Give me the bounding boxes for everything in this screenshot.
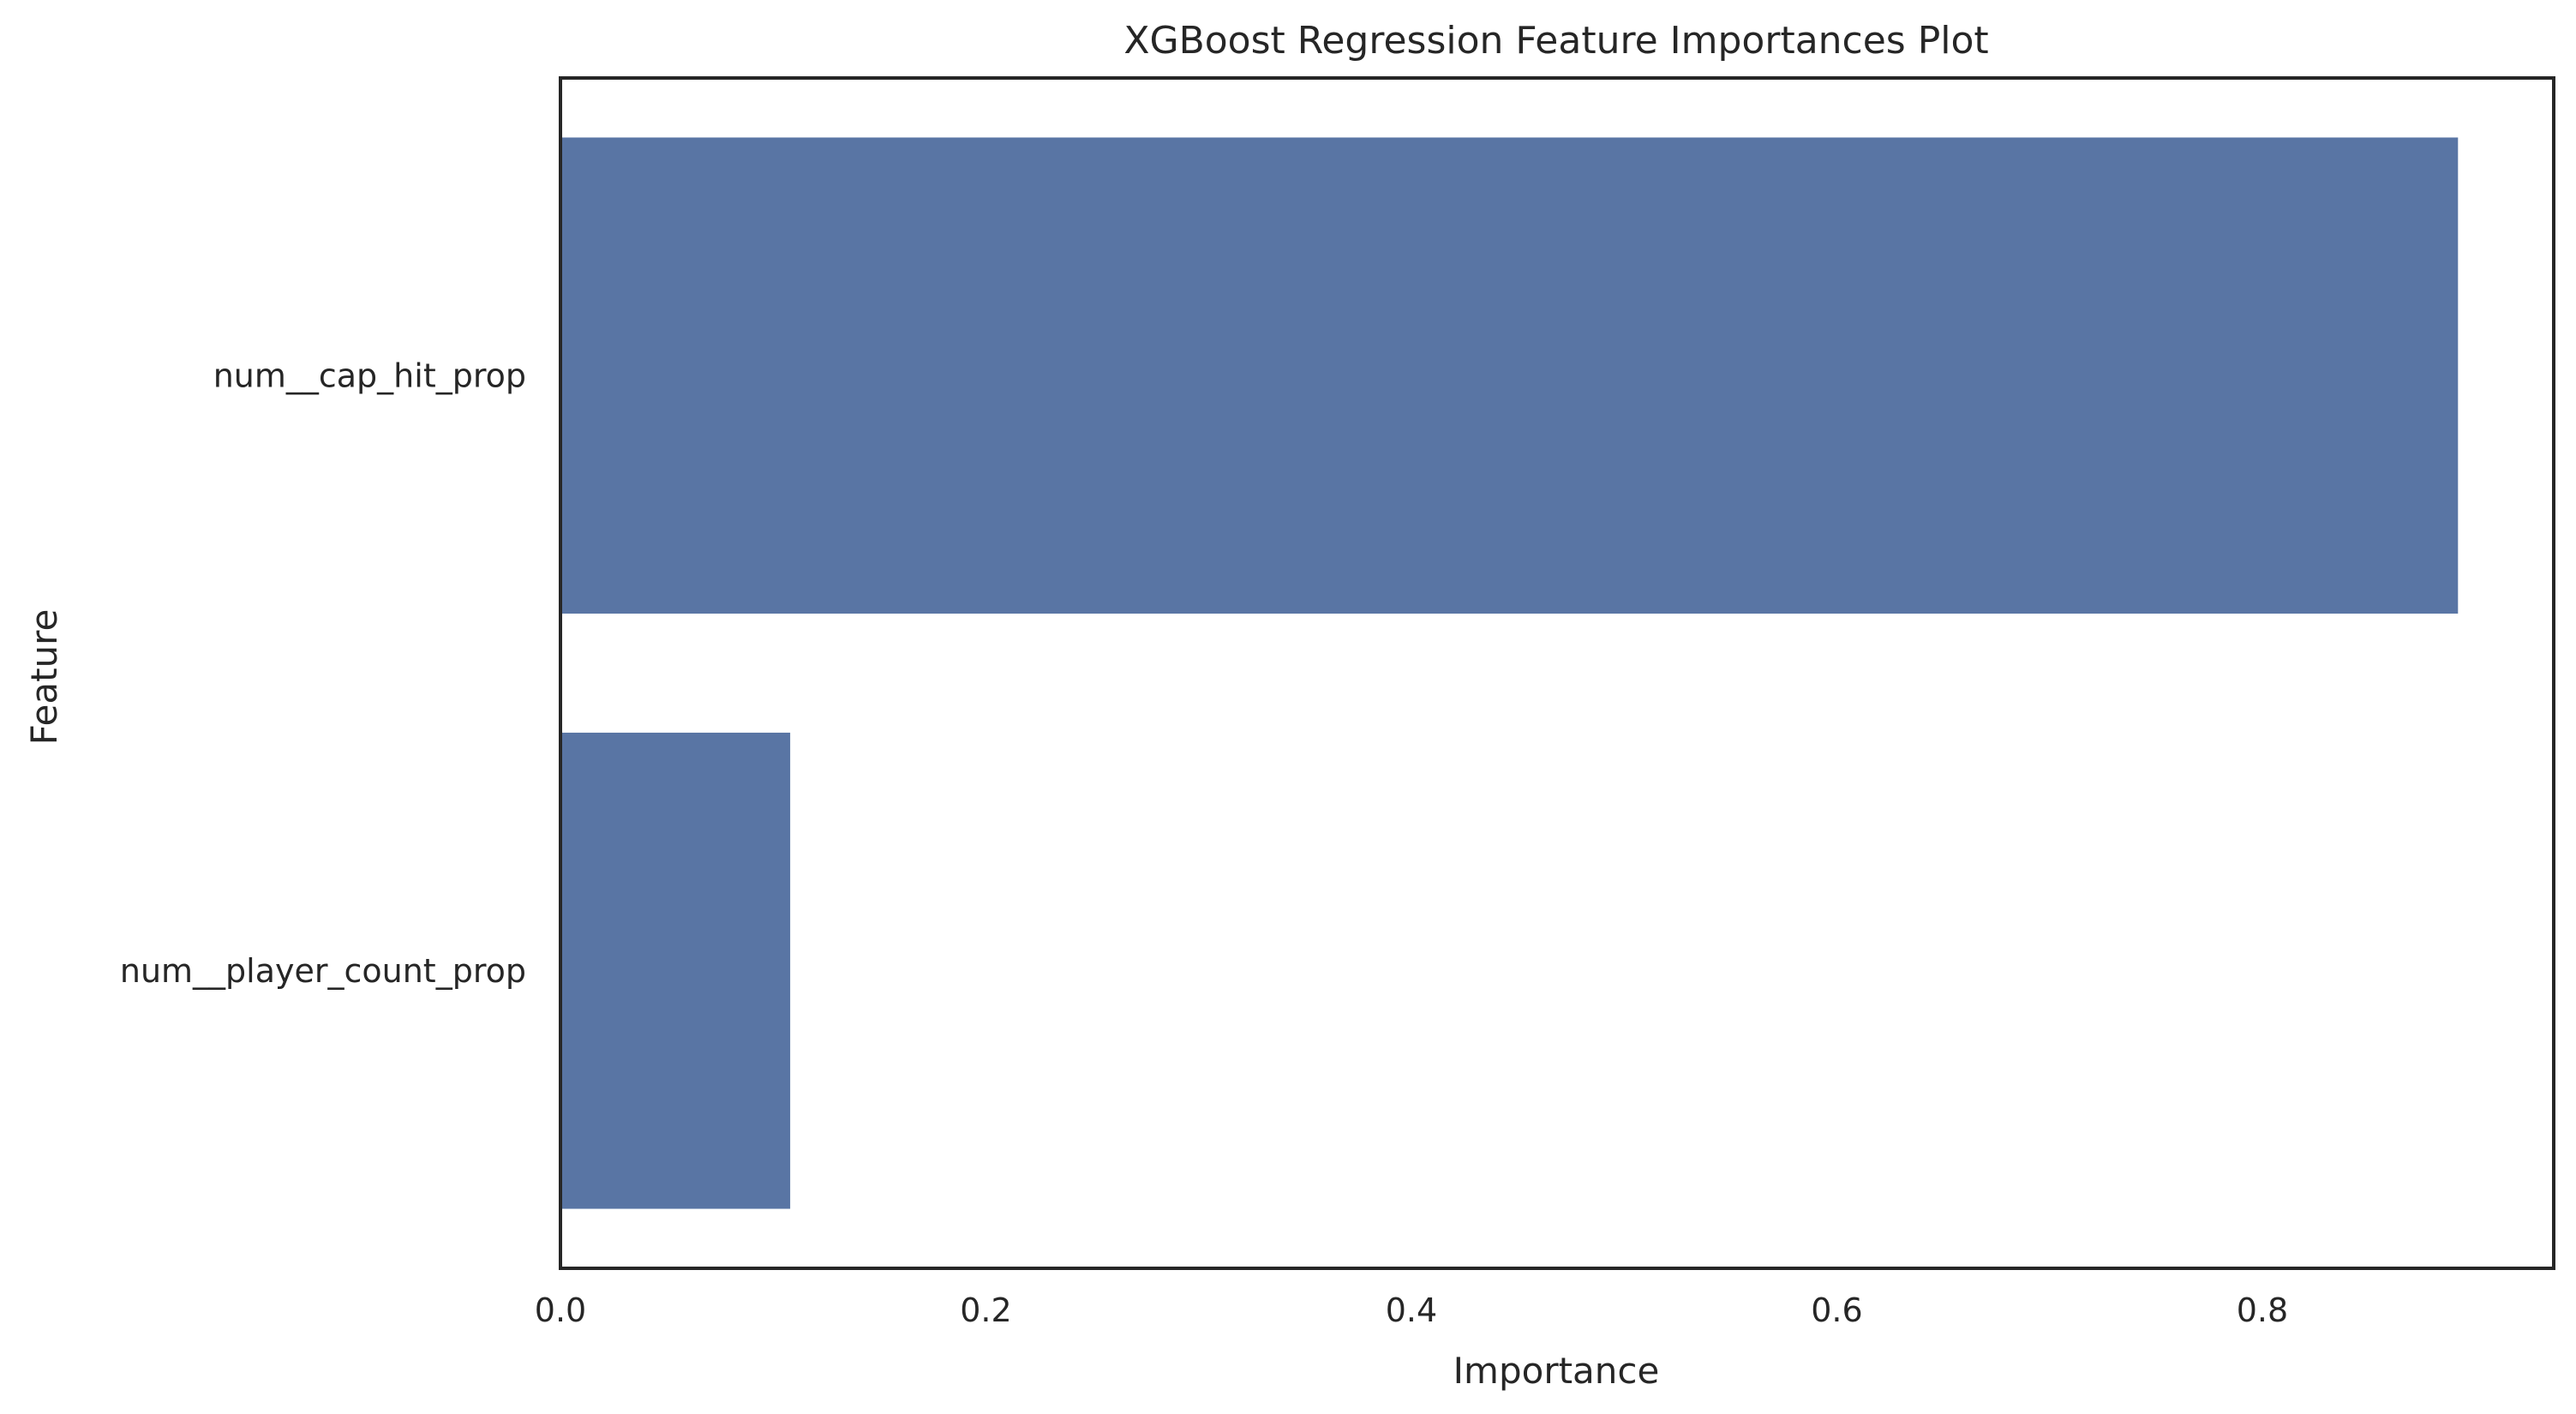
bar-num-cap-hit-prop <box>560 137 2459 614</box>
y-ticks: num__cap_hit_prop num__player_count_prop <box>120 356 526 990</box>
x-ticks: 0.0 0.2 0.4 0.6 0.8 <box>535 1291 2288 1329</box>
y-axis-label: Feature <box>23 609 65 746</box>
x-tick-label: 0.6 <box>1811 1291 1862 1329</box>
x-tick-label: 0.8 <box>2237 1291 2288 1329</box>
plot-frame <box>559 76 2555 1270</box>
x-tick-label: 0.4 <box>1386 1291 1437 1329</box>
x-tick-label: 0.0 <box>535 1291 586 1329</box>
y-tick-label: num__cap_hit_prop <box>213 356 526 394</box>
y-tick-label: num__player_count_prop <box>120 952 526 990</box>
bars-layer <box>560 137 2459 1209</box>
x-axis-label: Importance <box>1453 1350 1660 1392</box>
bar-num-player-count-prop <box>560 732 791 1209</box>
x-tick-label: 0.2 <box>960 1291 1011 1329</box>
chart-title: XGBoost Regression Feature Importances P… <box>1123 19 1988 63</box>
